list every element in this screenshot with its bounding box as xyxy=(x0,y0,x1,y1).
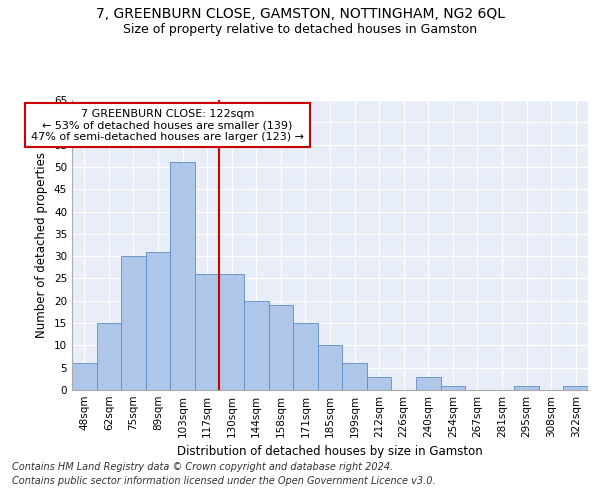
Text: 7, GREENBURN CLOSE, GAMSTON, NOTTINGHAM, NG2 6QL: 7, GREENBURN CLOSE, GAMSTON, NOTTINGHAM,… xyxy=(95,8,505,22)
Bar xyxy=(514,386,539,390)
X-axis label: Distribution of detached houses by size in Gamston: Distribution of detached houses by size … xyxy=(177,446,483,458)
Bar xyxy=(269,305,293,390)
Bar xyxy=(367,376,391,390)
Bar xyxy=(293,323,318,390)
Text: 7 GREENBURN CLOSE: 122sqm
← 53% of detached houses are smaller (139)
47% of semi: 7 GREENBURN CLOSE: 122sqm ← 53% of detac… xyxy=(31,108,304,142)
Bar xyxy=(170,162,195,390)
Bar xyxy=(220,274,244,390)
Y-axis label: Number of detached properties: Number of detached properties xyxy=(35,152,49,338)
Bar xyxy=(563,386,588,390)
Bar xyxy=(121,256,146,390)
Bar xyxy=(244,301,269,390)
Bar xyxy=(195,274,220,390)
Bar xyxy=(72,363,97,390)
Text: Contains public sector information licensed under the Open Government Licence v3: Contains public sector information licen… xyxy=(12,476,436,486)
Text: Contains HM Land Registry data © Crown copyright and database right 2024.: Contains HM Land Registry data © Crown c… xyxy=(12,462,393,472)
Bar xyxy=(416,376,440,390)
Text: Size of property relative to detached houses in Gamston: Size of property relative to detached ho… xyxy=(123,22,477,36)
Bar xyxy=(318,346,342,390)
Bar xyxy=(342,363,367,390)
Bar xyxy=(97,323,121,390)
Bar xyxy=(440,386,465,390)
Bar xyxy=(146,252,170,390)
